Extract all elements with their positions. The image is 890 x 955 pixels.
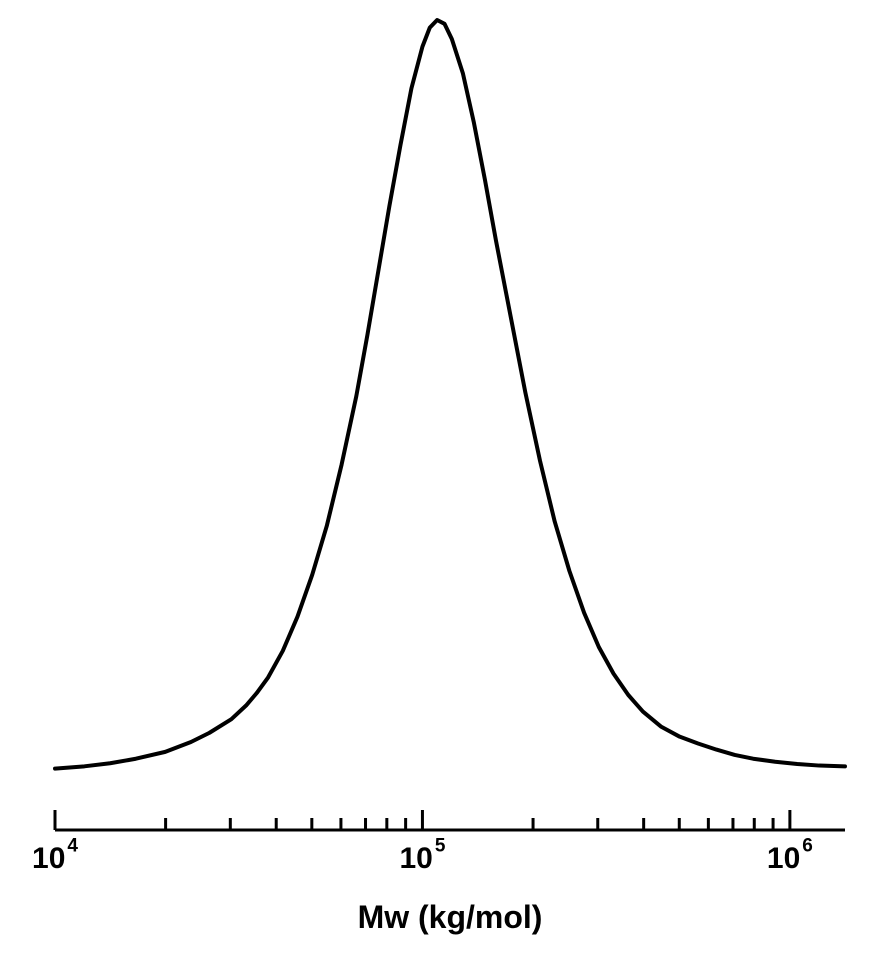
x-axis-label: Mw (kg/mol) (358, 899, 543, 935)
chart-svg: 104105106Mw (kg/mol) (0, 0, 890, 955)
gpc-chart: 104105106Mw (kg/mol) (0, 0, 890, 955)
